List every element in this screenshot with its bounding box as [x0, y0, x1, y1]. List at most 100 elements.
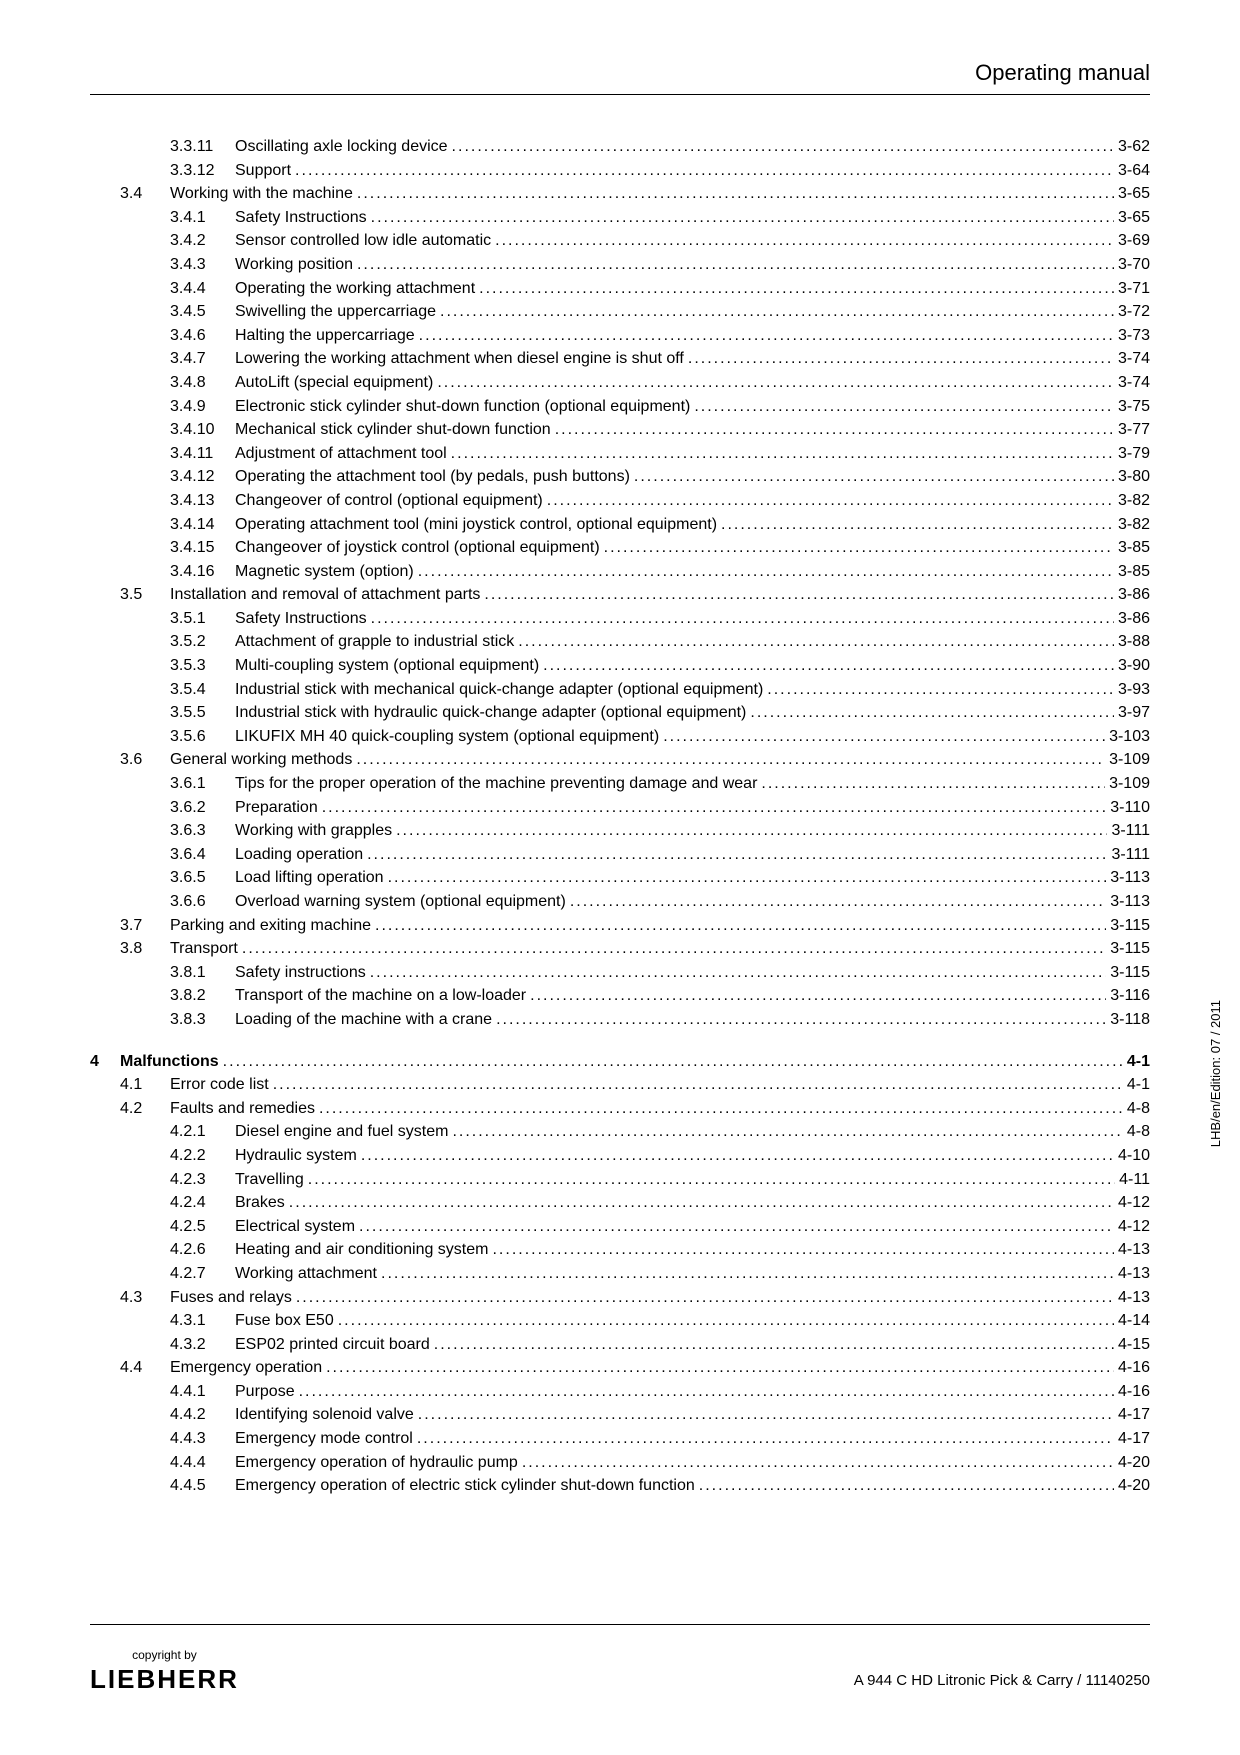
toc-row: 3.6.5Load lifting operation3-113 [90, 866, 1150, 890]
toc-title: Heating and air conditioning system [235, 1238, 488, 1262]
toc-row: 3.4.11Adjustment of attachment tool3-79 [90, 442, 1150, 466]
toc-title: Lowering the working attachment when die… [235, 347, 684, 371]
toc-page: 3-65 [1118, 206, 1150, 230]
toc-leader-dots [359, 1215, 1114, 1239]
toc-row: 3.4.10Mechanical stick cylinder shut-dow… [90, 418, 1150, 442]
toc-leader-dots [543, 654, 1114, 678]
toc-leader-dots [761, 772, 1105, 796]
toc-leader-dots [381, 1262, 1114, 1286]
toc-row: 4.4.4Emergency operation of hydraulic pu… [90, 1451, 1150, 1475]
toc-row: 3.8.3Loading of the machine with a crane… [90, 1008, 1150, 1032]
toc-title: Emergency operation [170, 1356, 322, 1380]
footer-left: copyright by LIEBHERR [90, 1648, 239, 1695]
toc-row: 3.4.6Halting the uppercarriage3-73 [90, 324, 1150, 348]
toc-page: 3-65 [1118, 182, 1150, 206]
toc-subsection-num: 3.6.3 [170, 819, 235, 843]
toc-page: 3-69 [1118, 229, 1150, 253]
toc-subsection-num: 4.2.2 [170, 1144, 235, 1168]
toc-row: 4.2.5Electrical system4-12 [90, 1215, 1150, 1239]
toc-page: 4-17 [1118, 1403, 1150, 1427]
toc-page: 3-62 [1118, 135, 1150, 159]
toc-row: 4.3.2ESP02 printed circuit board4-15 [90, 1333, 1150, 1357]
toc-title: Magnetic system (option) [235, 560, 414, 584]
toc-subsection-num: 3.4.9 [170, 395, 235, 419]
toc-title: Working position [235, 253, 353, 277]
toc-row: 4.3.1Fuse box E504-14 [90, 1309, 1150, 1333]
toc-title: Operating the attachment tool (by pedals… [235, 465, 630, 489]
toc-row: 3.4.13Changeover of control (optional eq… [90, 489, 1150, 513]
toc-row: 4.4.2Identifying solenoid valve4-17 [90, 1403, 1150, 1427]
toc-page: 3-110 [1110, 796, 1150, 820]
toc-page: 4-16 [1118, 1380, 1150, 1404]
toc-title: Malfunctions [120, 1050, 219, 1074]
toc-page: 3-109 [1109, 772, 1150, 796]
toc-page: 3-85 [1118, 560, 1150, 584]
toc-page: 3-86 [1118, 583, 1150, 607]
toc-page: 4-10 [1118, 1144, 1150, 1168]
toc-leader-dots [418, 1403, 1114, 1427]
brand-logo: LIEBHERR [90, 1664, 239, 1695]
toc-leader-dots [322, 796, 1107, 820]
toc-subsection-num: 3.6.1 [170, 772, 235, 796]
toc-page: 3-113 [1110, 866, 1150, 890]
toc-row: 3.8.1Safety instructions3-115 [90, 961, 1150, 985]
toc-leader-dots [570, 890, 1106, 914]
toc-page: 3-93 [1118, 678, 1150, 702]
toc-page: 4-12 [1118, 1215, 1150, 1239]
copyright-label: copyright by [90, 1648, 239, 1662]
toc-page: 3-90 [1118, 654, 1150, 678]
toc-title: Attachment of grapple to industrial stic… [235, 630, 514, 654]
toc-leader-dots [242, 937, 1106, 961]
toc-row: 3.4.14Operating attachment tool (mini jo… [90, 513, 1150, 537]
toc-page: 3-72 [1118, 300, 1150, 324]
toc-leader-dots [663, 725, 1105, 749]
toc-page: 3-80 [1118, 465, 1150, 489]
toc-subsection-num: 3.4.5 [170, 300, 235, 324]
toc-subsection-num: 3.4.7 [170, 347, 235, 371]
toc-title: Multi-coupling system (optional equipmen… [235, 654, 539, 678]
toc-title: Hydraulic system [235, 1144, 357, 1168]
toc-page: 3-82 [1118, 513, 1150, 537]
toc-row: 3.4Working with the machine3-65 [90, 182, 1150, 206]
toc-row: 3.3.11Oscillating axle locking device3-6… [90, 135, 1150, 159]
toc-page: 3-115 [1110, 914, 1150, 938]
toc-row: 3.5.4Industrial stick with mechanical qu… [90, 678, 1150, 702]
toc-row: 3.5Installation and removal of attachmen… [90, 583, 1150, 607]
toc-title: Electrical system [235, 1215, 355, 1239]
toc-row: 3.4.15Changeover of joystick control (op… [90, 536, 1150, 560]
toc-leader-dots [518, 630, 1114, 654]
toc-leader-dots [388, 866, 1107, 890]
toc-title: Working with the machine [170, 182, 353, 206]
toc-subsection-num: 3.3.12 [170, 159, 235, 183]
toc-leader-dots [530, 984, 1106, 1008]
toc-subsection-num: 3.4.6 [170, 324, 235, 348]
toc-page: 3-111 [1111, 843, 1150, 867]
toc-leader-dots [308, 1168, 1115, 1192]
toc-leader-dots [370, 961, 1107, 985]
toc-title: Industrial stick with mechanical quick-c… [235, 678, 763, 702]
toc-leader-dots [273, 1073, 1123, 1097]
toc-title: Emergency operation of electric stick cy… [235, 1474, 695, 1498]
toc-leader-dots [699, 1474, 1114, 1498]
toc-section-num: 3.7 [120, 914, 170, 938]
toc-title: Sensor controlled low idle automatic [235, 229, 491, 253]
toc-subsection-num: 4.2.6 [170, 1238, 235, 1262]
toc-leader-dots [451, 442, 1114, 466]
toc-page: 3-77 [1118, 418, 1150, 442]
toc-subsection-num: 3.3.11 [170, 135, 235, 159]
toc-page: 4-8 [1127, 1097, 1150, 1121]
table-of-contents: 3.3.11Oscillating axle locking device3-6… [90, 135, 1150, 1498]
toc-page: 3-103 [1109, 725, 1150, 749]
toc-subsection-num: 3.4.2 [170, 229, 235, 253]
edition-info: LHB/en/Edition: 07 / 2011 [1208, 1000, 1223, 1147]
toc-row: 3.4.1Safety Instructions3-65 [90, 206, 1150, 230]
toc-leader-dots [357, 182, 1114, 206]
toc-leader-dots [295, 159, 1114, 183]
toc-row: 4.4.3Emergency mode control4-17 [90, 1427, 1150, 1451]
toc-title: Operating attachment tool (mini joystick… [235, 513, 717, 537]
toc-page: 3-88 [1118, 630, 1150, 654]
toc-leader-dots [371, 206, 1114, 230]
toc-row: 3.4.8AutoLift (special equipment)3-74 [90, 371, 1150, 395]
toc-page: 4-13 [1118, 1238, 1150, 1262]
toc-section-num: 4.2 [120, 1097, 170, 1121]
